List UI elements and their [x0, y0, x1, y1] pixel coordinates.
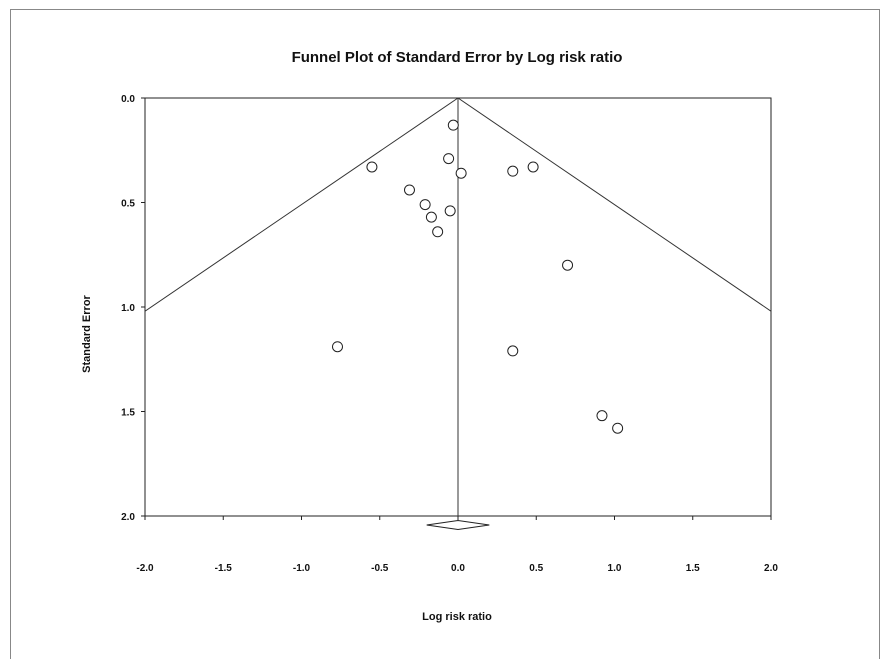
x-tick-label: 1.5 [686, 563, 700, 574]
y-tick-label: 0.5 [121, 199, 135, 210]
x-tick-label: 1.0 [608, 563, 622, 574]
study-point [455, 167, 467, 179]
y-axis-label: Standard Error [81, 294, 93, 372]
study-point [507, 165, 519, 177]
study-point [612, 422, 624, 434]
study-point [507, 345, 519, 357]
x-tick-label: 0.5 [529, 563, 543, 574]
x-tick-label: -1.0 [293, 563, 311, 574]
study-point [562, 259, 574, 271]
x-tick-label: 0.0 [451, 563, 465, 574]
y-tick-label: 0.0 [121, 94, 135, 105]
summary-diamond [426, 519, 490, 531]
x-tick-label: 2.0 [764, 563, 778, 574]
x-tick-label: -0.5 [371, 563, 389, 574]
study-point [425, 211, 437, 223]
chart-title: Funnel Plot of Standard Error by Log ris… [292, 49, 623, 66]
study-point [419, 199, 431, 211]
x-tick-label: -1.5 [215, 563, 233, 574]
study-point [366, 161, 378, 173]
funnel-left-limit-line [145, 98, 459, 312]
study-point [331, 341, 343, 353]
y-tick-label: 1.0 [121, 303, 135, 314]
study-point [403, 184, 415, 196]
chart-frame [10, 9, 880, 659]
study-point [447, 119, 459, 131]
y-tick-label: 1.5 [121, 408, 135, 419]
funnel-right-limit-line [457, 98, 771, 312]
x-axis-label: Log risk ratio [422, 611, 492, 623]
study-point [443, 153, 455, 165]
study-point [596, 410, 608, 422]
study-point [432, 226, 444, 238]
study-point [527, 161, 539, 173]
x-tick-label: -2.0 [136, 563, 154, 574]
study-point [444, 205, 456, 217]
y-tick-label: 2.0 [121, 512, 135, 523]
